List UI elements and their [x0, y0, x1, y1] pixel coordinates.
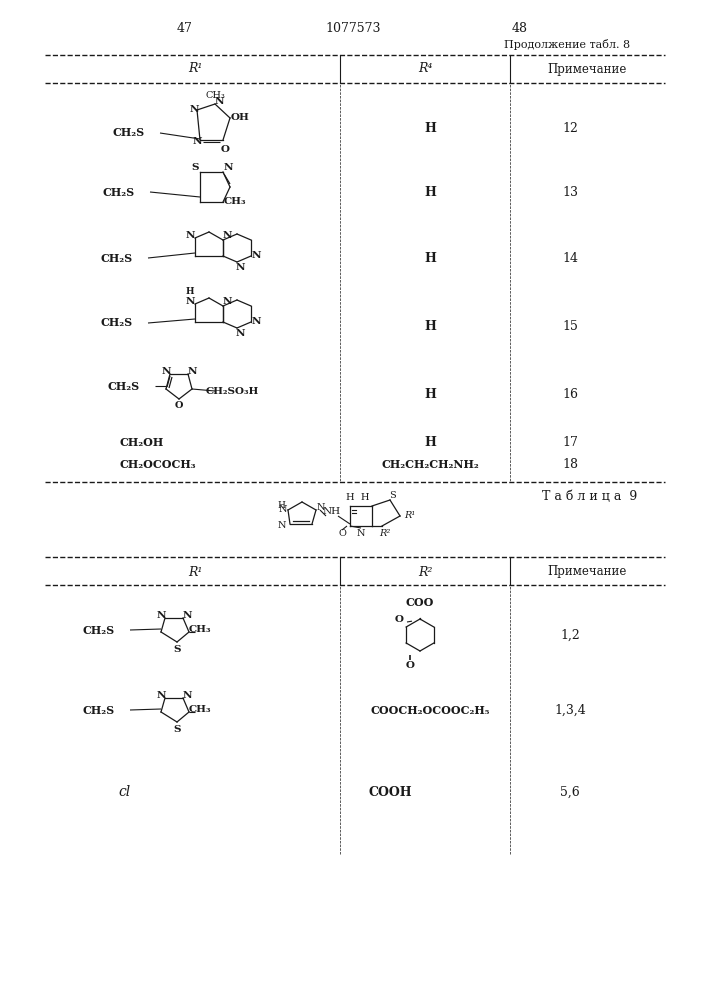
Text: N: N — [185, 232, 194, 240]
Text: H: H — [424, 320, 436, 332]
Text: H  H: H H — [346, 493, 370, 502]
Text: CH₃: CH₃ — [205, 91, 225, 100]
Text: S: S — [390, 490, 397, 499]
Text: CH₂S: CH₂S — [101, 252, 133, 263]
Text: N: N — [223, 163, 233, 172]
Text: CH₂SO₃H: CH₂SO₃H — [205, 386, 259, 395]
Text: R¹: R¹ — [188, 566, 202, 578]
Text: R²: R² — [380, 530, 391, 538]
Text: N: N — [235, 263, 245, 272]
Text: O: O — [338, 528, 346, 538]
Text: CH₂S: CH₂S — [83, 704, 115, 716]
Text: H: H — [424, 251, 436, 264]
Text: 1,3,4: 1,3,4 — [554, 704, 586, 716]
Text: N: N — [214, 98, 223, 106]
Text: O: O — [175, 401, 183, 410]
Text: Продолжение табл. 8: Продолжение табл. 8 — [504, 38, 630, 49]
Text: CH₂OCOCH₃: CH₂OCOCH₃ — [120, 460, 197, 471]
Text: Примечание: Примечание — [547, 566, 626, 578]
Text: O: O — [406, 660, 414, 670]
Text: N: N — [251, 251, 261, 260]
Text: CH₂CH₂CH₂NH₂: CH₂CH₂CH₂NH₂ — [381, 460, 479, 471]
Text: 48: 48 — [512, 21, 528, 34]
Text: NH: NH — [323, 508, 341, 516]
Text: CH₂S: CH₂S — [103, 186, 135, 198]
Text: H: H — [424, 436, 436, 448]
Text: CH₃: CH₃ — [189, 626, 211, 635]
Text: N: N — [189, 104, 199, 113]
Text: R²: R² — [418, 566, 432, 578]
Text: CH₃: CH₃ — [223, 198, 246, 207]
Text: S: S — [173, 646, 181, 654]
Text: N: N — [222, 232, 232, 240]
Text: cl: cl — [118, 785, 130, 799]
Text: H: H — [424, 387, 436, 400]
Text: CH₃: CH₃ — [189, 706, 211, 714]
Text: N: N — [317, 504, 325, 512]
Text: R¹: R¹ — [404, 512, 416, 520]
Text: N: N — [278, 522, 286, 530]
Text: N: N — [235, 330, 245, 338]
Text: Примечание: Примечание — [547, 62, 626, 76]
Text: COO: COO — [406, 596, 434, 607]
Text: O: O — [221, 144, 230, 153]
Text: N: N — [192, 137, 201, 146]
Text: S: S — [192, 163, 199, 172]
Text: OH: OH — [230, 113, 250, 122]
Text: 14: 14 — [562, 251, 578, 264]
Text: 17: 17 — [562, 436, 578, 448]
Text: N: N — [156, 610, 165, 619]
Text: H: H — [186, 288, 194, 296]
Text: CH₂S: CH₂S — [101, 318, 133, 328]
Text: 18: 18 — [562, 458, 578, 472]
Text: H: H — [277, 500, 285, 510]
Text: CH₂OH: CH₂OH — [120, 436, 164, 448]
Text: N: N — [357, 528, 366, 538]
Text: H: H — [424, 121, 436, 134]
Text: N: N — [187, 366, 197, 375]
Text: 16: 16 — [562, 387, 578, 400]
Text: N: N — [161, 366, 171, 375]
Text: 1,2: 1,2 — [560, 629, 580, 642]
Text: 47: 47 — [177, 21, 193, 34]
Text: COOH: COOH — [368, 786, 411, 798]
Text: R¹: R¹ — [188, 62, 202, 76]
Text: 13: 13 — [562, 186, 578, 198]
Text: N: N — [251, 318, 261, 326]
Text: N: N — [185, 298, 194, 306]
Text: 12: 12 — [562, 121, 578, 134]
Text: S: S — [173, 726, 181, 734]
Text: 1077573: 1077573 — [325, 21, 381, 34]
Text: N: N — [182, 690, 192, 700]
Text: O: O — [395, 615, 404, 624]
Text: N: N — [222, 298, 232, 306]
Text: 5,6: 5,6 — [560, 786, 580, 798]
Text: H: H — [424, 186, 436, 198]
Text: COOCH₂OCOOC₂H₅: COOCH₂OCOOC₂H₅ — [370, 704, 490, 716]
Text: R⁴: R⁴ — [418, 62, 432, 76]
Text: CH₂S: CH₂S — [108, 380, 140, 391]
Text: N: N — [182, 610, 192, 619]
Text: N: N — [156, 690, 165, 700]
Text: CH₂S: CH₂S — [83, 624, 115, 636]
Text: N: N — [279, 506, 287, 514]
Text: Т а б л и ц а  9: Т а б л и ц а 9 — [542, 490, 638, 504]
Text: 15: 15 — [562, 320, 578, 332]
Text: CH₂S: CH₂S — [113, 127, 145, 138]
